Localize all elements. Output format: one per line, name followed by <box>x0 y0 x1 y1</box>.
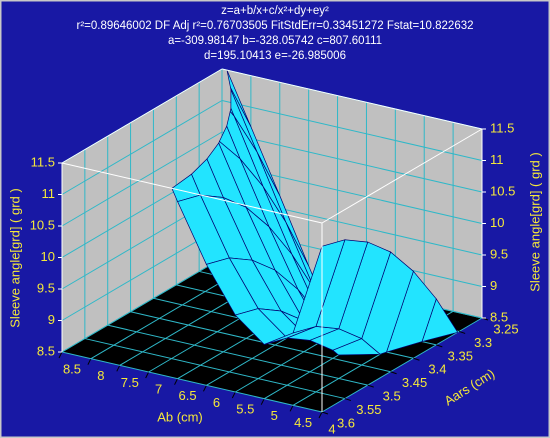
tick-mark <box>145 371 150 379</box>
annotation: d=195.10413 e=-26.985006 <box>204 50 346 62</box>
x-tick-label: 4.5 <box>294 415 312 430</box>
tick-mark <box>202 385 207 392</box>
z-tick-label: 11.5 <box>31 154 55 169</box>
tick-mark <box>231 391 236 399</box>
y-tick-label: 3.25 <box>493 321 518 336</box>
y-tick-label: 3.5 <box>383 389 401 404</box>
tick-mark <box>174 378 179 385</box>
tick-mark <box>318 411 323 419</box>
x-tick-label: 6 <box>213 395 220 410</box>
z-axis-title: Sleeve angle[grd] ( grd ) <box>527 152 542 291</box>
x-tick-label: 5 <box>271 408 278 423</box>
y-tick-label: 3.4 <box>428 362 446 377</box>
annotation: a=-309.98147 b=-328.05742 c=807.60111 <box>168 35 382 47</box>
grid-line <box>130 311 391 373</box>
grid-line <box>84 338 345 400</box>
grid-line <box>61 131 223 227</box>
z-tick-label: 9.5 <box>37 280 55 295</box>
annotation: r²=0.89646002 DF Adj r²=0.76703505 FitSt… <box>76 20 473 32</box>
y-tick-label: 3.45 <box>402 375 427 390</box>
z-tick-label: 10.5 <box>490 183 515 198</box>
tick-mark <box>413 357 420 361</box>
grid-line <box>61 100 223 195</box>
z-tick-label: 8.5 <box>490 309 508 324</box>
z-tick-label: 10 <box>41 249 55 264</box>
z-tick-label: 11.5 <box>490 120 514 135</box>
z-tick-label: 9 <box>48 312 55 327</box>
tick-mark <box>87 358 92 365</box>
z-tick-label: 9.5 <box>490 246 508 261</box>
tick-mark <box>390 371 397 375</box>
x-axis-title: Ab (cm) <box>157 409 203 424</box>
x-tick-label: 4 <box>328 421 335 436</box>
tick-mark <box>289 405 294 412</box>
x-tick-label: 8.5 <box>63 361 81 376</box>
surface-patch <box>292 239 346 334</box>
y-tick-label: 3.55 <box>356 402 381 417</box>
x-tick-label: 6.5 <box>179 388 197 403</box>
tick-mark <box>344 398 352 402</box>
tick-mark <box>58 351 63 359</box>
tick-mark <box>458 330 466 334</box>
box-edge <box>321 128 483 224</box>
tick-mark <box>116 365 121 372</box>
z-tick-label: 10 <box>490 215 504 230</box>
x-tick-label: 5.5 <box>236 401 254 416</box>
x-tick-label: 7 <box>155 381 162 396</box>
surface-patch <box>361 251 414 355</box>
grid-line <box>61 351 323 413</box>
z-tick-label: 11 <box>42 186 56 201</box>
z-tick-label: 8.5 <box>37 343 55 358</box>
y-tick-label: 3.6 <box>337 415 355 430</box>
z-tick-label: 10.5 <box>30 217 55 232</box>
x-tick-label: 7.5 <box>121 375 139 390</box>
z-axis-title: Sleeve angle[grd] ( grd ) <box>7 188 22 327</box>
tick-mark <box>321 411 329 415</box>
z-tick-label: 11 <box>490 152 504 167</box>
box-edge <box>61 68 223 164</box>
tick-mark <box>367 384 374 388</box>
box-edge <box>221 68 483 130</box>
z-tick-label: 9 <box>490 278 497 293</box>
grid-line <box>321 317 483 413</box>
tick-mark <box>436 344 443 348</box>
box-edge <box>61 162 323 224</box>
grid-line <box>221 131 483 193</box>
grid-line <box>107 324 368 386</box>
y-tick-label: 3.3 <box>474 335 492 350</box>
y-tick-label: 3.35 <box>448 348 473 363</box>
grid-line <box>61 226 223 321</box>
chart-title: z=a+b/x+c/x²+dy+ey² <box>221 5 329 17</box>
grid-line <box>221 100 483 161</box>
x-tick-label: 8 <box>97 368 104 383</box>
tick-mark <box>260 398 265 405</box>
grid-line <box>61 257 223 353</box>
